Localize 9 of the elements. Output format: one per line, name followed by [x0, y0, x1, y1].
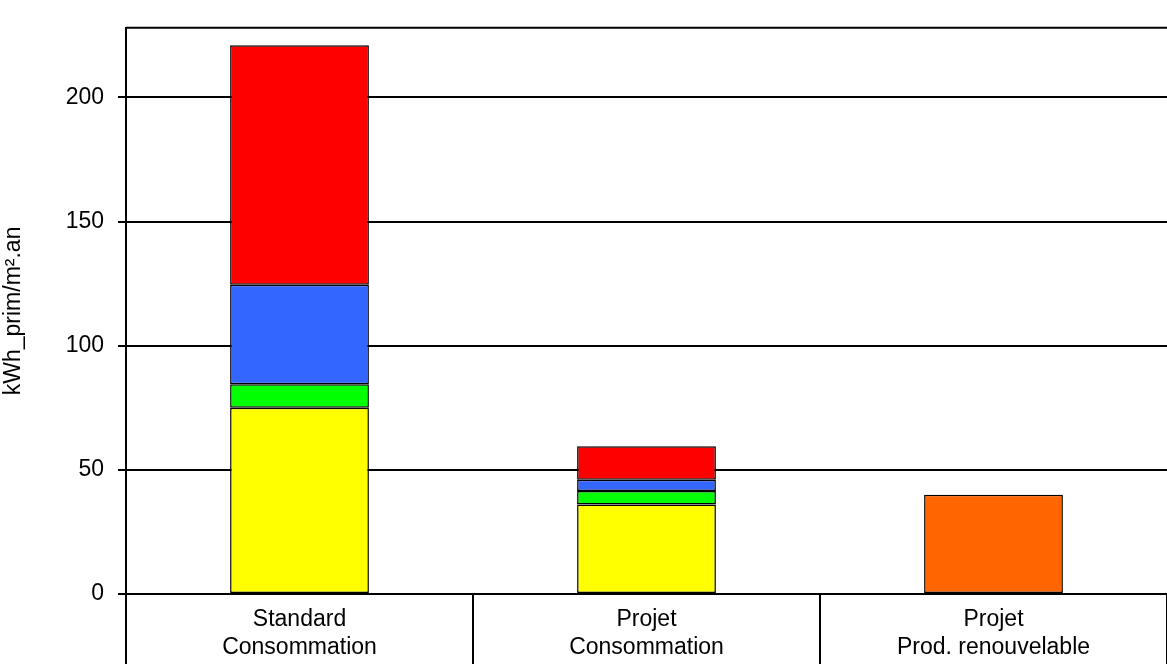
x-tick-label: Standard Consommation: [222, 605, 377, 659]
y-tick-label: 150: [65, 206, 104, 233]
y-axis-title: kWh_prim/m².an: [0, 226, 26, 396]
y-tick-label: 50: [78, 455, 104, 482]
x-tick-label: Projet Consommation: [569, 605, 724, 659]
y-tick-label: 200: [65, 82, 104, 109]
x-tick-label: Projet Prod. renouvelable: [896, 605, 1091, 659]
y-tick-label: 100: [65, 331, 104, 358]
y-tick-label: 0: [91, 579, 104, 606]
